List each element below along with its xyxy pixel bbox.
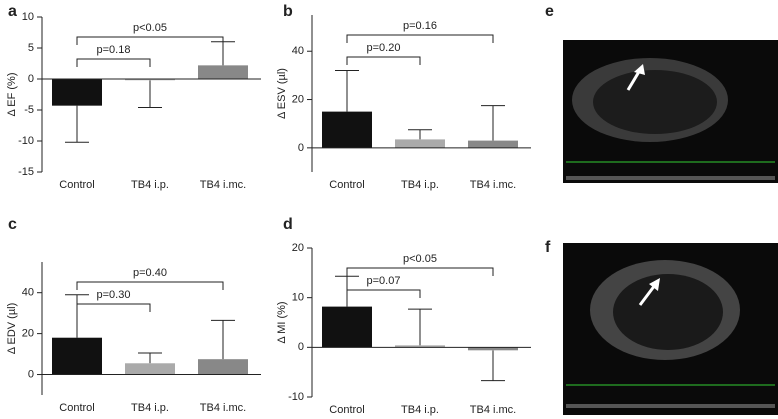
y-tick-label: 5: [28, 42, 34, 54]
y-tick-label: 0: [28, 73, 34, 85]
significance-bracket: [76, 281, 224, 290]
p-value-label: p<0.05: [403, 253, 437, 265]
panel-label: c: [8, 216, 17, 233]
significance-bracket: [346, 289, 421, 298]
x-tick-label: TB4 i.mc.: [470, 179, 516, 191]
p-value-label: p=0.18: [97, 44, 131, 56]
y-tick-label: 0: [298, 142, 304, 154]
p-value-label: p=0.40: [133, 267, 167, 279]
bar: [468, 140, 518, 148]
significance-bracket: [76, 58, 151, 67]
x-tick-label: Control: [59, 402, 94, 414]
y-tick-label: -5: [24, 104, 34, 116]
x-tick-label: TB4 i.p.: [401, 179, 439, 191]
bar: [198, 65, 248, 79]
y-tick-label: 40: [22, 287, 34, 299]
y-tick-label: -10: [18, 135, 34, 147]
bar: [322, 306, 372, 348]
y-axis-label: Δ EDV (µl): [6, 303, 18, 355]
p-value-label: p=0.20: [367, 42, 401, 54]
y-tick-label: 10: [292, 292, 304, 304]
bar: [198, 359, 248, 375]
significance-bracket: [346, 34, 494, 43]
y-axis-label: Δ ESV (µl): [276, 68, 288, 119]
x-tick-label: TB4 i.mc.: [470, 404, 516, 416]
x-tick-label: TB4 i.p.: [401, 404, 439, 416]
p-value-label: p=0.16: [403, 20, 437, 32]
y-tick-label: 40: [292, 45, 304, 57]
x-tick-label: Control: [329, 404, 364, 416]
x-tick-label: Control: [329, 179, 364, 191]
panel-label: e: [545, 3, 554, 20]
panel-label: d: [283, 216, 293, 233]
y-tick-label: 0: [298, 341, 304, 353]
bar: [125, 363, 175, 375]
significance-bracket: [346, 267, 494, 276]
bar: [395, 139, 445, 148]
p-value-label: p<0.05: [133, 22, 167, 34]
y-axis-label: Δ MI (%): [276, 301, 288, 343]
p-value-label: p=0.30: [97, 289, 131, 301]
bar: [52, 337, 102, 375]
y-axis-label: Δ EF (%): [6, 72, 18, 116]
panel-label: f: [545, 239, 551, 256]
ultrasound-image-f: [563, 243, 778, 415]
y-tick-label: 20: [292, 93, 304, 105]
x-tick-label: TB4 i.p.: [131, 402, 169, 414]
p-value-label: p=0.07: [367, 275, 401, 287]
x-tick-label: TB4 i.mc.: [200, 402, 246, 414]
y-tick-label: 0: [28, 368, 34, 380]
x-tick-label: TB4 i.mc.: [200, 179, 246, 191]
panel-label: b: [283, 3, 293, 20]
y-tick-label: -15: [18, 166, 34, 178]
y-tick-label: 10: [22, 11, 34, 23]
bar: [395, 345, 445, 348]
ultrasound-image-e: [563, 40, 778, 183]
x-tick-label: TB4 i.p.: [131, 179, 169, 191]
panel-label: a: [8, 3, 17, 20]
significance-bracket: [76, 36, 224, 45]
bar: [125, 79, 175, 81]
y-tick-label: 20: [22, 328, 34, 340]
bar: [468, 347, 518, 351]
y-tick-label: -10: [288, 391, 304, 403]
significance-bracket: [346, 56, 421, 65]
significance-bracket: [76, 303, 151, 312]
y-tick-label: 20: [292, 242, 304, 254]
bar: [322, 111, 372, 148]
bar: [52, 79, 102, 106]
x-tick-label: Control: [59, 179, 94, 191]
